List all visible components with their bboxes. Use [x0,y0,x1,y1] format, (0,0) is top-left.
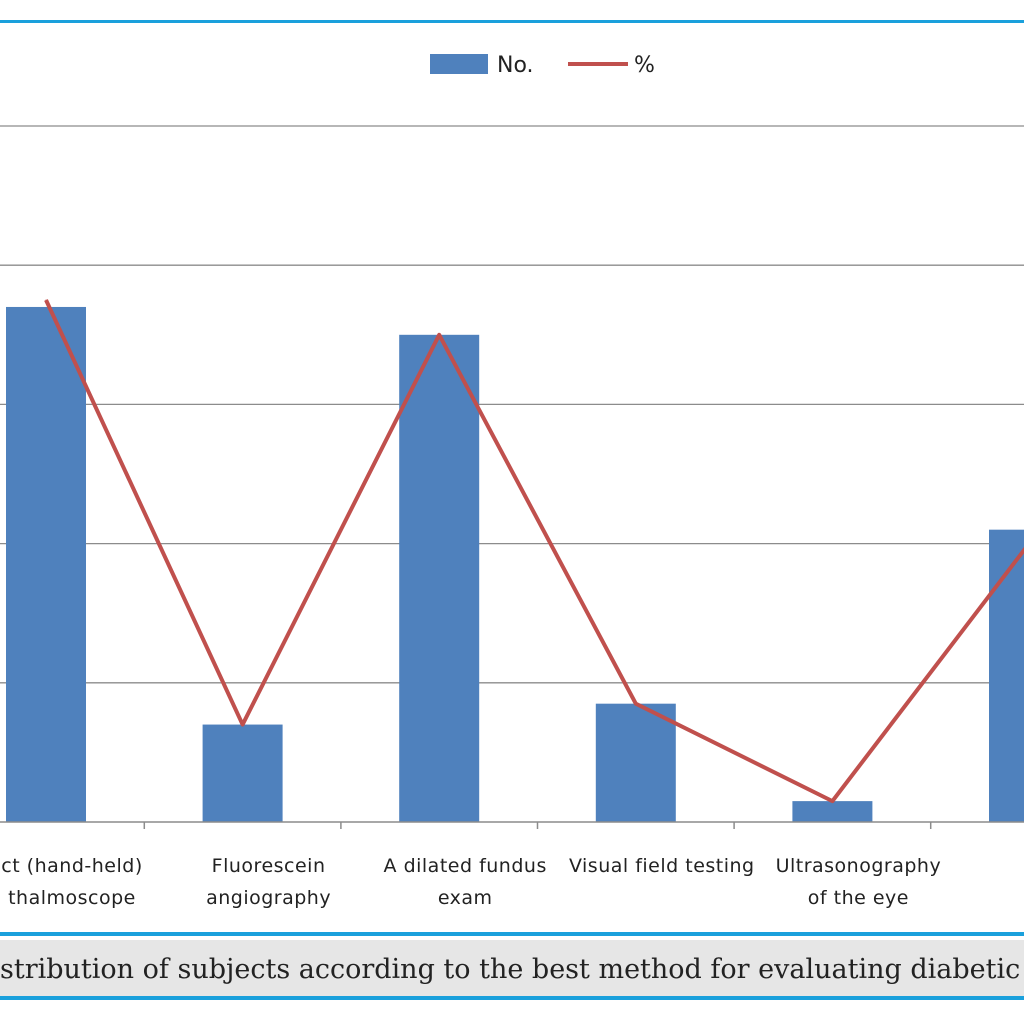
x-tick-label-line: A dilated fundus [384,855,547,877]
x-tick-label-line: thalmoscope [8,887,136,909]
bar [399,334,480,822]
legend-label-no: No. [497,53,534,78]
line-path [44,299,1024,804]
line-point [438,334,440,336]
bar [792,801,873,822]
x-tick-label-line: angiography [206,887,331,909]
line-point [831,800,833,802]
chart: ct (hand-held) thalmoscope Fluorescein angi… [0,53,1024,909]
top-rule [0,20,1024,23]
caption-band [0,940,1024,996]
line-series [44,299,1024,804]
x-tick-label-line: ct (hand-held) [1,855,142,877]
x-tick-label: Fluorescein angiography [206,855,331,909]
x-tick-labels: ct (hand-held) thalmoscope Fluorescein angi… [1,855,942,909]
legend-label-pct: % [634,53,655,78]
x-tick-label-line: exam [438,887,493,909]
bar [6,306,86,823]
bar [989,529,1024,822]
legend: No. % [430,53,655,78]
line-point [242,724,244,726]
x-tick-label-line: Fluorescein [212,855,326,877]
x-tick-label: Ultrasonography of the eye [776,855,942,909]
bar-series [6,306,1024,823]
caption-top-rule [0,932,1024,936]
x-tick-label: A dilated fundus exam [384,855,547,909]
legend-swatch-no [430,54,488,74]
x-tick-label-line: Ultrasonography [776,855,942,877]
bar [595,703,676,822]
x-tick-label: Visual field testing [569,855,755,877]
x-axis [0,821,1024,829]
x-tick-label: ct (hand-held) thalmoscope [1,855,142,909]
figure-caption: stribution of subjects according to the … [0,954,1024,985]
bar [202,724,283,822]
x-tick-label-line: of the eye [808,887,909,909]
line-point [635,703,637,705]
x-tick-label-line: Visual field testing [569,855,755,877]
caption-bottom-rule [0,996,1024,1000]
gridlines [0,125,1024,684]
line-point [45,299,47,301]
